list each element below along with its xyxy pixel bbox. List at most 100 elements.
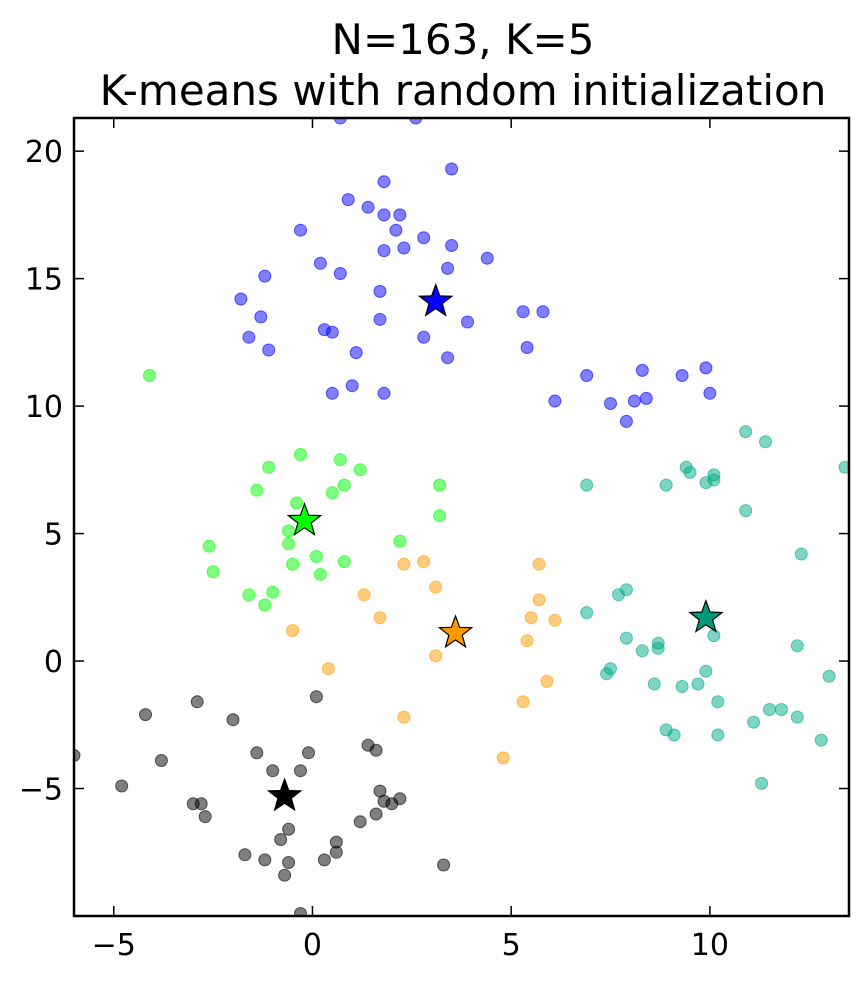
chart-subtitle: K-means with random initialization (100, 66, 827, 115)
data-point (202, 539, 216, 553)
data-point (619, 414, 633, 428)
y-tick-label: 20 (25, 135, 63, 170)
data-point (699, 476, 713, 490)
data-point (349, 346, 363, 360)
data-point (774, 703, 788, 716)
data-point (198, 810, 212, 824)
data-point (333, 267, 347, 280)
data-point (274, 833, 288, 846)
data-point (532, 593, 546, 607)
data-point (536, 305, 550, 319)
x-tick-label: 0 (303, 928, 322, 963)
y-tick-label: 15 (25, 263, 63, 298)
data-point (635, 644, 649, 658)
data-point (759, 435, 772, 449)
data-point (325, 486, 339, 500)
data-point (74, 748, 81, 762)
data-point (313, 256, 327, 270)
data-point (790, 639, 804, 653)
data-point (520, 341, 534, 354)
data-point (600, 667, 614, 681)
data-point (540, 674, 554, 688)
data-point (309, 550, 323, 563)
data-point (524, 611, 538, 625)
data-point (286, 557, 300, 571)
data-point (317, 853, 331, 867)
data-point (739, 425, 753, 439)
data-point (397, 241, 411, 255)
data-point (707, 629, 721, 643)
data-point (242, 588, 256, 602)
data-point (580, 478, 594, 492)
y-tick-label: 5 (44, 518, 63, 553)
data-point (389, 223, 403, 237)
data-point (282, 856, 296, 869)
data-point (377, 208, 391, 222)
x-tick-label: −5 (92, 928, 136, 963)
data-point (755, 776, 769, 790)
data-point (651, 641, 665, 655)
chart-title: N=163, K=5 (332, 15, 595, 64)
data-point (393, 534, 407, 548)
data-point (822, 669, 836, 683)
data-point (373, 312, 387, 326)
data-point (612, 588, 625, 602)
data-point (377, 386, 391, 400)
data-point (313, 567, 327, 581)
data-point (377, 175, 391, 189)
data-point (667, 728, 681, 742)
data-point (703, 386, 717, 400)
data-point (794, 547, 808, 561)
data-point (441, 261, 455, 275)
data-point (329, 845, 343, 859)
data-point (480, 251, 494, 265)
data-point (683, 465, 697, 479)
data-point (393, 208, 407, 222)
data-point (194, 797, 208, 811)
data-point (250, 483, 264, 497)
data-point (143, 369, 156, 382)
data-point (282, 537, 296, 551)
centroid-star (286, 502, 323, 537)
x-tick-label: 10 (691, 928, 729, 963)
centroid-star (417, 282, 454, 317)
data-point (814, 733, 828, 747)
data-point (290, 496, 304, 510)
data-point (325, 325, 339, 339)
data-point (532, 557, 546, 571)
data-point (369, 743, 383, 757)
data-point (337, 478, 351, 492)
data-point (639, 391, 653, 405)
data-point (548, 394, 562, 408)
data-point (258, 598, 272, 612)
data-point (647, 677, 661, 691)
data-point (496, 751, 510, 765)
data-point (461, 315, 474, 329)
data-point (417, 555, 431, 569)
data-point (321, 662, 335, 676)
centroid-star (266, 777, 303, 812)
data-point (266, 585, 280, 599)
data-point (369, 807, 383, 821)
data-point (433, 478, 447, 492)
centroids-layer (266, 282, 724, 812)
data-point (206, 565, 220, 579)
data-point (763, 703, 776, 716)
data-point (433, 509, 447, 523)
data-point (333, 118, 347, 125)
y-tick-label: 0 (44, 645, 63, 680)
data-point (333, 453, 347, 467)
data-point (417, 330, 431, 344)
data-point (437, 858, 451, 872)
data-point (373, 611, 387, 625)
data-point (286, 624, 300, 637)
data-point (242, 330, 256, 344)
data-point (790, 710, 804, 724)
data-point (353, 815, 367, 829)
y-tick-label: −5 (19, 773, 63, 808)
data-point (190, 695, 204, 709)
data-point (282, 822, 296, 836)
data-point (345, 379, 359, 393)
data-point (739, 504, 753, 518)
